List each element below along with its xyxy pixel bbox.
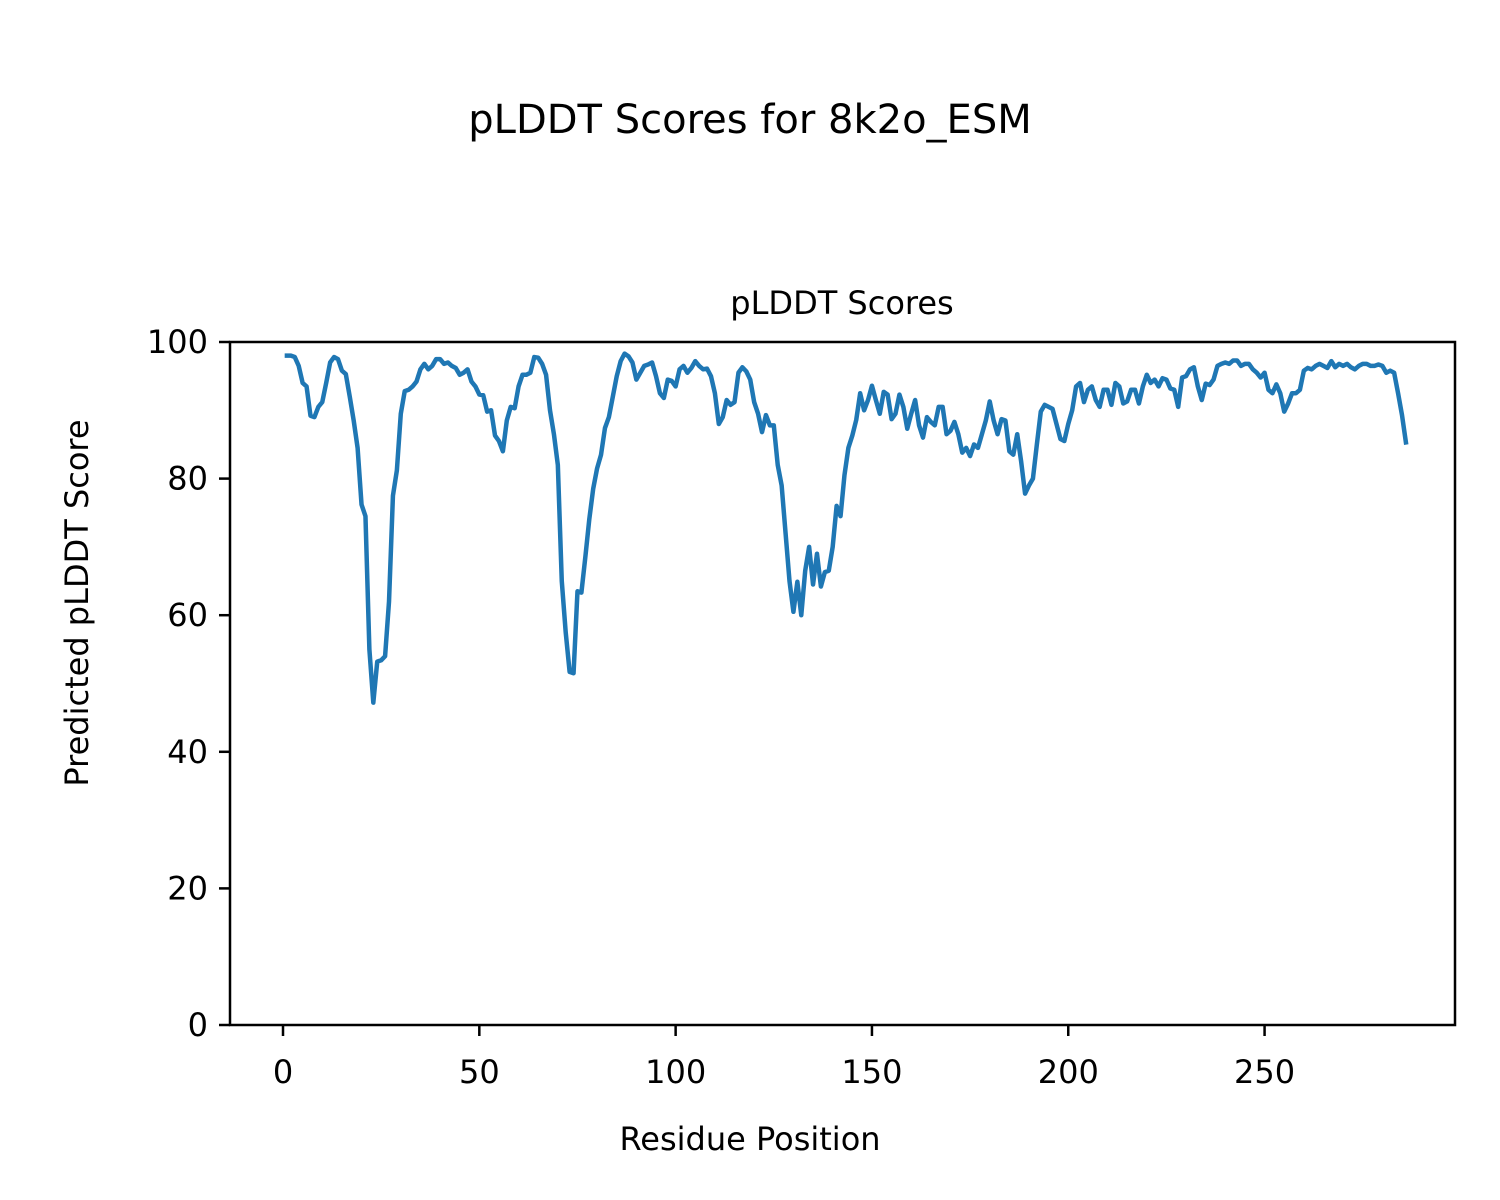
x-tick-label: 200: [1038, 1053, 1099, 1091]
plot-area: 0 50 100 150 200 250 0 20 40 60 80 100: [147, 323, 1457, 1091]
x-tick-label: 150: [841, 1053, 902, 1091]
y-tick-label: 40: [167, 733, 208, 771]
figure-suptitle: pLDDT Scores for 8k2o_ESM: [468, 97, 1031, 143]
x-tick-label: 0: [273, 1053, 293, 1091]
y-tick-label: 0: [188, 1006, 208, 1044]
axes-frame: [228, 340, 1457, 1027]
y-tick-label: 20: [167, 869, 208, 907]
x-tick-label: 100: [645, 1053, 706, 1091]
series-line-0: [284, 351, 1409, 705]
x-axis-label: Residue Position: [619, 1120, 880, 1158]
y-tick-label: 80: [167, 460, 208, 498]
x-tick-label: 50: [459, 1053, 500, 1091]
x-axis-ticks: 0 50 100 150 200 250: [273, 1025, 1295, 1091]
y-tick-label: 60: [167, 596, 208, 634]
y-tick-label: 100: [147, 323, 208, 361]
axes-title: pLDDT Scores: [730, 284, 953, 322]
y-axis-ticks: 0 20 40 60 80 100: [147, 323, 230, 1044]
x-tick-label: 250: [1234, 1053, 1295, 1091]
y-axis-label: Predicted pLDDT Score: [58, 419, 96, 786]
series-layer: [284, 351, 1409, 705]
